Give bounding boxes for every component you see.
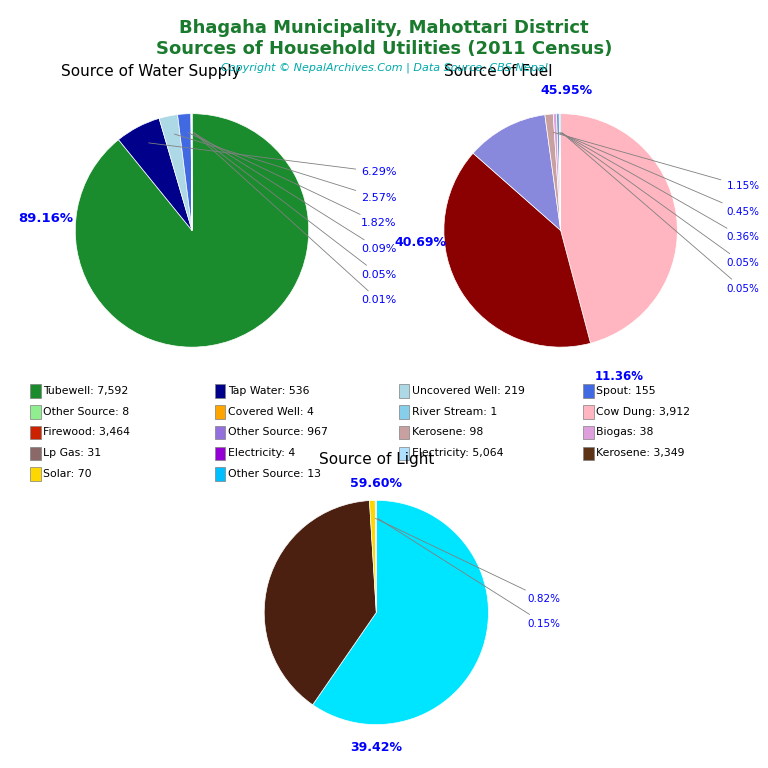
Wedge shape: [118, 118, 192, 230]
Text: Copyright © NepalArchives.Com | Data Source: CBS Nepal: Copyright © NepalArchives.Com | Data Sou…: [220, 63, 548, 74]
Bar: [31, 384, 41, 398]
Bar: [215, 405, 225, 419]
Wedge shape: [557, 114, 561, 230]
Text: 0.09%: 0.09%: [194, 133, 396, 254]
Bar: [584, 384, 594, 398]
Bar: [31, 405, 41, 419]
Bar: [584, 405, 594, 419]
Text: Source of Water Supply: Source of Water Supply: [61, 65, 240, 79]
Wedge shape: [369, 501, 376, 613]
Text: 0.05%: 0.05%: [194, 133, 396, 280]
Text: Sources of Household Utilities (2011 Census): Sources of Household Utilities (2011 Cen…: [156, 40, 612, 58]
Text: 1.15%: 1.15%: [554, 132, 760, 191]
Text: Kerosene: 98: Kerosene: 98: [412, 428, 483, 438]
Text: 45.95%: 45.95%: [541, 84, 593, 97]
Text: Biogas: 38: Biogas: 38: [596, 428, 654, 438]
Text: Lp Gas: 31: Lp Gas: 31: [43, 449, 101, 458]
Bar: [31, 467, 41, 481]
Wedge shape: [560, 114, 561, 230]
Text: Tubewell: 7,592: Tubewell: 7,592: [43, 386, 128, 396]
Text: 0.36%: 0.36%: [561, 133, 760, 243]
Text: Cow Dung: 3,912: Cow Dung: 3,912: [596, 407, 690, 417]
Text: Tap Water: 536: Tap Water: 536: [227, 386, 310, 396]
Text: 0.15%: 0.15%: [378, 518, 561, 629]
Bar: [584, 446, 594, 460]
Text: 0.05%: 0.05%: [562, 133, 760, 268]
Text: Other Source: 967: Other Source: 967: [227, 428, 327, 438]
Text: 89.16%: 89.16%: [18, 212, 74, 225]
Text: Firewood: 3,464: Firewood: 3,464: [43, 428, 131, 438]
Text: 0.82%: 0.82%: [376, 518, 561, 604]
Wedge shape: [177, 114, 192, 230]
Title: Source of Light: Source of Light: [319, 452, 434, 467]
Text: 0.45%: 0.45%: [558, 132, 760, 217]
Bar: [399, 405, 409, 419]
Text: Other Source: 8: Other Source: 8: [43, 407, 130, 417]
Bar: [31, 446, 41, 460]
Wedge shape: [545, 114, 561, 230]
Text: Other Source: 13: Other Source: 13: [227, 469, 320, 479]
Wedge shape: [75, 114, 309, 347]
Text: Bhagaha Municipality, Mahottari District: Bhagaha Municipality, Mahottari District: [179, 19, 589, 37]
Wedge shape: [561, 114, 677, 343]
Text: Source of Fuel: Source of Fuel: [444, 65, 552, 79]
Bar: [399, 446, 409, 460]
Wedge shape: [159, 114, 192, 230]
Bar: [399, 425, 409, 439]
Bar: [215, 446, 225, 460]
Text: 11.36%: 11.36%: [594, 370, 644, 382]
Wedge shape: [191, 114, 192, 230]
Text: 0.01%: 0.01%: [194, 133, 396, 306]
Wedge shape: [559, 114, 561, 230]
Text: Covered Well: 4: Covered Well: 4: [227, 407, 313, 417]
Text: 1.82%: 1.82%: [188, 133, 397, 228]
Text: Electricity: 5,064: Electricity: 5,064: [412, 449, 504, 458]
Bar: [31, 425, 41, 439]
Text: 0.05%: 0.05%: [562, 133, 760, 294]
Text: 59.60%: 59.60%: [350, 477, 402, 490]
Bar: [584, 425, 594, 439]
Bar: [215, 384, 225, 398]
Bar: [215, 425, 225, 439]
Wedge shape: [313, 501, 488, 724]
Bar: [215, 467, 225, 481]
Wedge shape: [444, 153, 591, 347]
Text: Solar: 70: Solar: 70: [43, 469, 92, 479]
Wedge shape: [553, 114, 561, 230]
Text: 39.42%: 39.42%: [350, 740, 402, 753]
Text: 40.69%: 40.69%: [395, 236, 446, 249]
Wedge shape: [264, 501, 376, 705]
Text: Spout: 155: Spout: 155: [596, 386, 656, 396]
Text: Electricity: 4: Electricity: 4: [227, 449, 295, 458]
Text: River Stream: 1: River Stream: 1: [412, 407, 497, 417]
Text: 2.57%: 2.57%: [174, 134, 397, 203]
Bar: [399, 384, 409, 398]
Wedge shape: [473, 114, 561, 230]
Text: Kerosene: 3,349: Kerosene: 3,349: [596, 449, 685, 458]
Text: Uncovered Well: 219: Uncovered Well: 219: [412, 386, 525, 396]
Text: 6.29%: 6.29%: [149, 143, 397, 177]
